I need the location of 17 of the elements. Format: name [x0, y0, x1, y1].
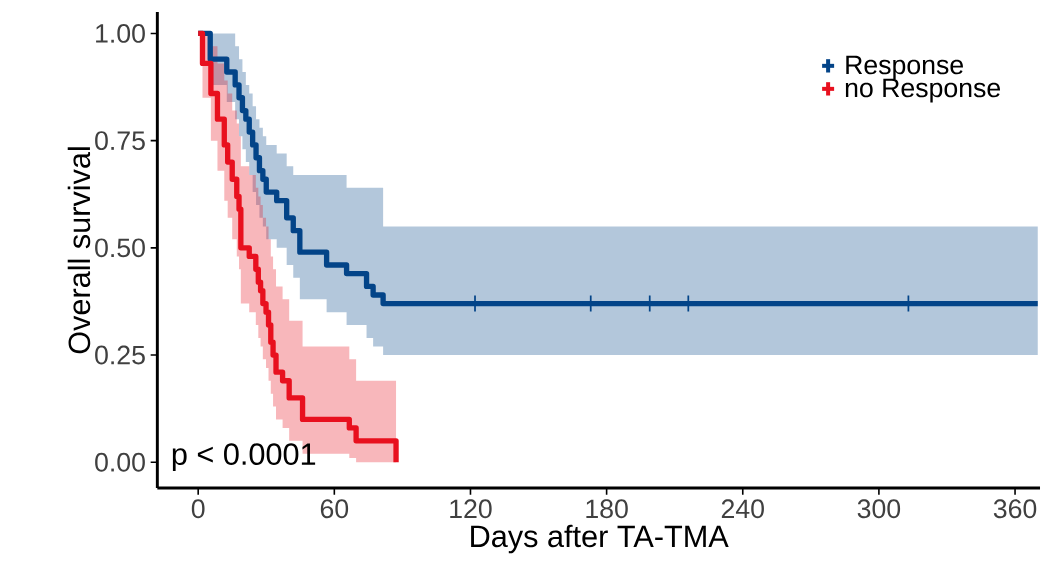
x-tick-label: 240: [721, 499, 764, 519]
x-tick-label: 180: [586, 499, 628, 519]
x-tick-label: 120: [450, 499, 492, 519]
y-tick-label: 0.75: [95, 131, 145, 151]
y-tick-label: 1.00: [96, 24, 145, 43]
legend-label: no Response: [845, 78, 1001, 103]
y-tick-label: 0.00: [95, 452, 145, 472]
y-tick-label: 0.25: [95, 345, 145, 365]
x-axis-title: Days after TA-TMA: [471, 524, 729, 554]
y-axis-title: Overall survival: [67, 147, 91, 354]
legend-label: Response: [846, 55, 963, 80]
x-tick-label: 0: [191, 499, 205, 519]
x-tick-label: 60: [320, 499, 349, 519]
x-tick-label: 360: [993, 499, 1037, 519]
annotation: p < 0.0001: [172, 443, 316, 472]
y-tick-label: 0.50: [95, 238, 145, 258]
x-tick-label: 300: [857, 499, 901, 519]
